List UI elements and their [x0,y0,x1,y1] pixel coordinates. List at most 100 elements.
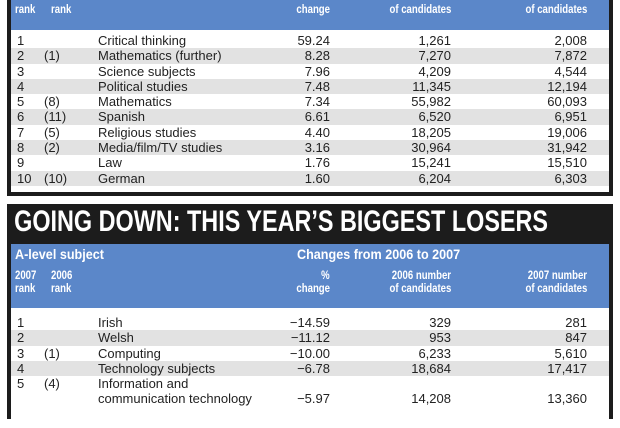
rank-2007: 2 [17,48,25,64]
rank-2006: (4) [44,376,60,392]
count-2007: 13,360 [547,391,587,407]
pct-change: −11.12 [290,330,330,346]
header-2007-count-sub: of candidates [525,281,587,295]
rank-2007: 9 [17,155,25,171]
pct-change: 3.16 [304,140,330,156]
count-2006: 1,261 [418,33,451,48]
rank-2007: 7 [17,124,25,140]
pct-change: 59.24 [297,33,330,48]
subject-name: Political studies [98,78,188,94]
count-2006: 7,270 [418,48,451,64]
pct-change: −6.78 [297,360,330,376]
count-2006: 15,241 [411,155,451,171]
pct-change: −14.59 [289,315,330,330]
count-2007: 6,951 [554,109,587,125]
header-2007-count: of candidates [525,2,587,16]
table-row: 2 Welsh −11.12 953 847 [11,330,609,346]
count-2007: 2,008 [554,33,587,48]
rank-2007: 1 [17,33,25,48]
subject-name: Science subjects [98,63,196,79]
header-2007-count: 2007 number [527,268,587,282]
pct-change: 1.76 [304,155,330,171]
count-2007: 19,006 [547,124,587,140]
header-2006-count: 2006 number [391,268,451,282]
count-2007: 17,417 [547,360,587,376]
subject-name: Critical thinking [98,33,187,48]
rank-2007: 4 [17,78,25,94]
rank-2006: (5) [44,124,60,140]
rank-2006: (11) [44,109,67,125]
subject-name-cont: communication technology [98,391,252,407]
biggest-losers-table: GOING DOWN: THIS YEAR’S BIGGEST LOSERS A… [7,204,613,428]
rank-2007: 4 [17,360,25,376]
header-2007-rank: rank [15,2,36,16]
table-row: 5 (4) Information and −5.97 14,208 13,360 comm… [11,376,609,406]
header-2006-count-sub: of candidates [389,281,451,295]
count-2007: 847 [565,330,587,346]
table-row: 10 (10) German 1.60 6,204 6,303 [11,170,609,186]
header-2006-count: of candidates [389,2,451,16]
subject-name: Spanish [98,109,145,125]
subject-name: Mathematics [98,94,172,110]
count-2007: 5,610 [554,345,587,361]
header-pct-symbol: % [321,268,330,282]
rank-2007: 5 [17,376,25,392]
count-2006: 4,209 [418,63,451,79]
count-2006: 30,964 [411,140,451,156]
rank-2007: 10 [17,170,32,186]
header-2007-rank: rank [15,281,36,295]
table-row: 8 (2) Media/film/TV studies 3.16 30,964 31,94… [11,140,609,156]
pct-change: 4.40 [304,124,330,140]
pct-change: 1.60 [304,170,330,186]
table-row: 9 Law 1.76 15,241 15,510 [11,155,609,170]
table-row: 4 Technology subjects −6.78 18,684 17,417 [11,360,609,377]
count-2007: 12,194 [547,78,587,94]
header-pct-change: change [296,281,330,295]
subject-name: Information and [98,376,189,392]
table-body: 1 Irish −14.59 329 281 2 Welsh −11.12 953 847 3 (1)… [11,308,609,428]
subject-name: Irish [98,315,123,330]
header-2006-rank: rank [51,2,72,16]
rank-2006: (2) [44,140,60,156]
table-row: 2 (1) Mathematics (further) 8.28 7,270 7,872 [11,48,609,64]
rank-2007: 5 [17,94,25,110]
rank-2006: (1) [44,48,60,64]
table-row: 5 (8) Mathematics 7.34 55,982 60,093 [11,94,609,109]
count-2007: 281 [565,315,587,330]
count-2007: 60,093 [547,94,587,110]
pct-change: 7.34 [304,94,330,110]
biggest-gainers-table: rank rank change of candidates of candid… [7,0,613,196]
table-header: rank rank change of candidates of candid… [11,0,609,30]
count-2006: 6,204 [418,170,451,186]
rank-2006: (1) [44,345,60,361]
pct-change: −10.00 [289,345,330,361]
subject-name: Law [98,155,122,171]
table-row: 3 Science subjects 7.96 4,209 4,544 [11,64,609,79]
count-2006: 55,982 [411,94,451,110]
table-row: 1 Irish −14.59 329 281 [11,315,609,330]
rank-2006: (8) [44,94,60,110]
rank-2007: 3 [17,63,25,79]
subject-label: A-level subject [15,246,104,262]
count-2006: 14,208 [411,391,451,407]
subject-name: Computing [98,345,161,361]
rank-2007: 1 [17,315,25,330]
rank-2007: 2 [17,330,25,346]
subject-name: Religious studies [98,124,197,140]
rank-2007: 8 [17,140,25,156]
table-body: 1 Critical thinking 59.24 1,261 2,008 2 (1) Mat… [11,30,609,192]
count-2007: 31,942 [547,140,587,156]
header-pct-change: change [296,2,330,16]
count-2006: 18,684 [411,360,451,376]
pct-change: 8.28 [304,48,330,64]
count-2006: 18,205 [411,124,451,140]
count-2007: 4,544 [554,63,587,79]
pct-change: 7.96 [304,63,330,79]
table-row: 4 Political studies 7.48 11,345 12,194 [11,78,609,95]
subject-name: Technology subjects [98,360,216,376]
header-2006-rank: rank [51,281,72,295]
subject-name: Mathematics (further) [98,48,222,64]
count-2006: 329 [429,315,451,330]
count-2007: 6,303 [554,170,587,186]
table-row: 1 Critical thinking 59.24 1,261 2,008 [11,33,609,48]
